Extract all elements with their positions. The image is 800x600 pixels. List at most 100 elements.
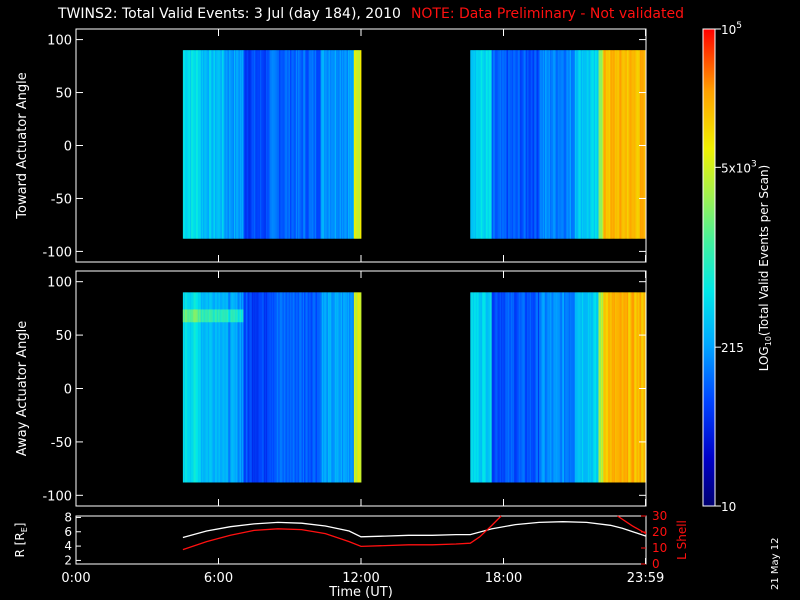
heatmap-cell [247,292,249,483]
heatmap-cell [642,292,645,483]
heatmap-cell [223,50,225,239]
heatmap-cell [185,50,187,239]
heatmap-cell [289,50,292,239]
heatmap-cell [188,292,191,483]
heatmap-cell [248,292,250,483]
heatmap-cell [300,50,303,239]
heatmap-cell [590,292,592,483]
y-tick-label: 50 [55,329,72,344]
heatmap-cell [247,50,249,239]
heatmap-cell [292,292,294,483]
heatmap-cell [273,50,275,239]
heatmap-band-cell [211,309,213,323]
heatmap-cell [533,50,535,239]
heatmap-cell [578,292,580,483]
heatmap-cell [201,292,204,483]
heatmap-cell [351,50,354,239]
heatmap-cell [553,292,555,483]
heatmap-cell [184,50,186,239]
heatmap-cell [252,50,255,239]
heatmap-cell [490,50,493,239]
heatmap-cell [540,292,542,483]
time-tick-label: 6:00 [204,571,233,586]
heatmap-cell [200,50,203,239]
heatmap-cell [605,292,608,483]
heatmap-cell [477,50,479,239]
heatmap-cell [338,292,341,483]
toward-x-ticks [75,29,647,262]
heatmap-cell [249,50,251,239]
heatmap-cell [551,50,553,239]
heatmap-cell [559,292,561,483]
heatmap-band-cell [182,309,185,323]
heatmap-cell [603,292,605,483]
heatmap-cell [333,50,336,239]
heatmap-cell [517,292,520,483]
y-tick-label: -50 [51,436,72,451]
heatmap-cell [635,292,637,483]
heatmap-cell [320,292,323,483]
heatmap-cell [573,50,576,239]
heatmap-cell [205,292,208,483]
heatmap-cell [638,292,641,483]
heatmap-cell [293,50,295,239]
heatmap-cell [605,50,608,239]
heatmap-cell [232,292,235,483]
heatmap-cell [484,292,487,483]
heatmap-cell [600,292,603,483]
heatmap-cell [217,50,219,239]
heatmap-cell [193,292,196,483]
heatmap-cell [628,50,630,239]
heatmap-cell [587,292,590,483]
heatmap-cell [560,50,563,239]
heatmap-band-cell [214,309,217,323]
heatmap-cell [198,50,200,239]
heatmap-cell [599,50,602,239]
heatmap-cell [641,50,643,239]
heatmap-cell [643,50,646,239]
heatmap-cell [489,292,491,483]
heatmap-cell [574,50,577,239]
time-tick-label: 12:00 [342,571,379,586]
y-tick-label: 50 [55,87,72,102]
heatmap-cell [577,292,579,483]
heatmap-cell [191,292,193,483]
heatmap-cell [634,50,636,239]
heatmap-cell [638,50,641,239]
heatmap-cell [590,50,592,239]
heatmap-band-cell [186,309,189,323]
heatmap-cell [352,50,355,239]
heatmap-cell [238,292,241,483]
heatmap-cell [218,292,221,483]
heatmap-cell [317,292,319,483]
heatmap-cell [281,50,284,239]
heatmap-band-cell [203,309,205,323]
heatmap-cell [534,292,536,483]
heatmap-cell [296,292,299,483]
heatmap-cell [235,292,237,483]
heatmap-cell [471,292,474,483]
heatmap-cell [192,292,194,483]
heatmap-cell [308,50,311,239]
heatmap-cell [627,292,629,483]
heatmap-cell [492,292,495,483]
heatmap-cell [598,292,601,483]
heatmap-cell [279,50,281,239]
heatmap-cell [541,292,544,483]
heatmap-cell [182,292,185,483]
heatmap-cell [311,292,313,483]
heatmap-cell [197,50,199,239]
heatmap-cell [536,50,539,239]
heatmap-cell [216,50,218,239]
heatmap-cell [192,50,194,239]
heatmap-band-cell [225,309,228,323]
heatmap-cell [315,292,318,483]
heatmap-cell [220,292,223,483]
y-tick-label: 0 [64,383,72,398]
heatmap-cell [350,50,352,239]
heatmap-cell [345,292,348,483]
heatmap-cell [571,292,573,483]
heatmap-cell [623,50,626,239]
toward-y-label: Toward Actuator Angle [15,72,30,219]
heatmap-band-cell [224,309,227,323]
